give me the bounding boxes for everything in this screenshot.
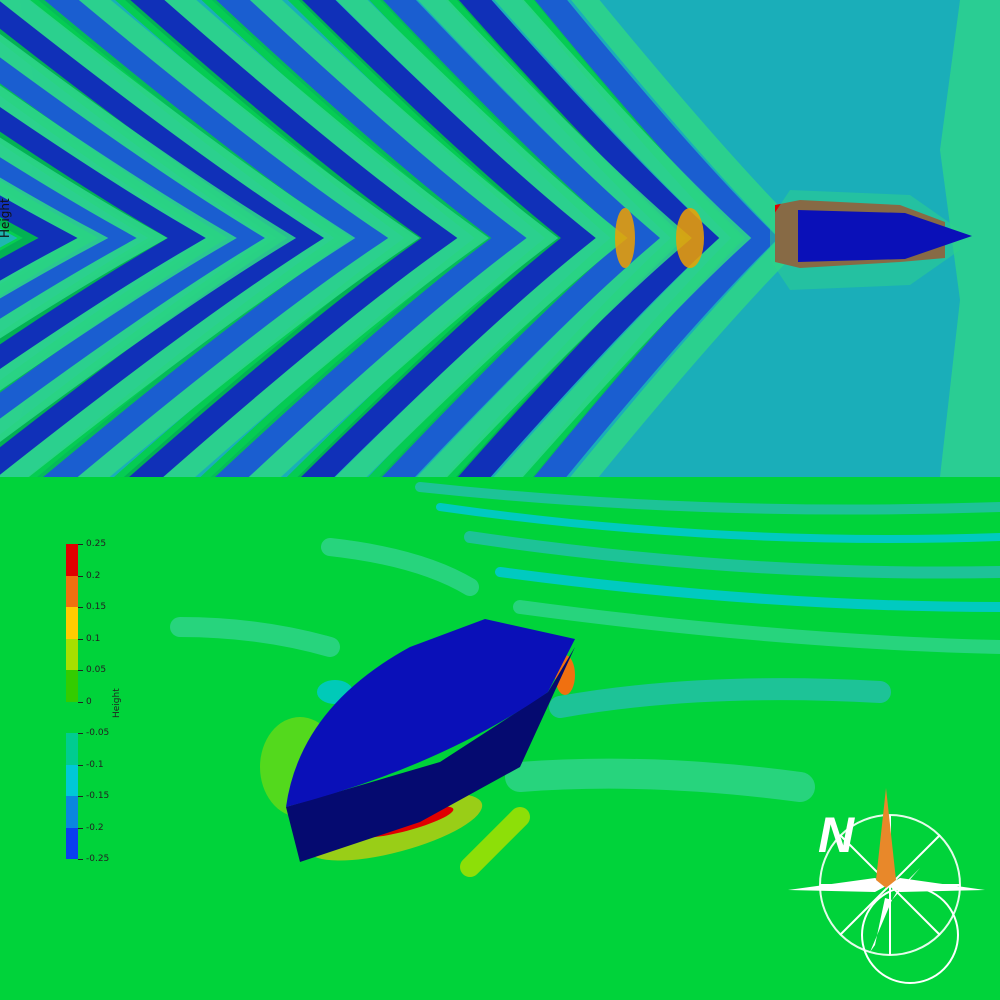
- top-view-wake-field: [0, 0, 1000, 477]
- color-legend-title: Height: [112, 688, 122, 718]
- wake-chevron: [248, 0, 559, 477]
- hull-side: [286, 647, 575, 862]
- perspective-wave-band: [505, 758, 815, 802]
- color-legend-tick-mark: [78, 638, 83, 640]
- color-legend-tick-label: 0: [86, 696, 92, 707]
- perspective-view-render[interactable]: N: [0, 477, 1000, 1000]
- perspective-wave-band: [170, 617, 340, 657]
- perspective-wave-bands: [170, 482, 1000, 877]
- wake-chevron: [0, 195, 78, 281]
- color-legend-tick-mark: [78, 796, 83, 797]
- color-legend-tick-label: 0.1: [86, 633, 101, 644]
- wake-chevron: [0, 33, 297, 443]
- color-legend-band: [66, 701, 78, 733]
- color-legend-band: [66, 796, 78, 828]
- color-legend-tick-label: 0.15: [86, 602, 107, 612]
- color-legend-tick-label: -0.1: [86, 759, 104, 770]
- compass-needle: [876, 788, 896, 888]
- wake-chevron: [210, 0, 527, 477]
- wake-chevron: [75, 0, 420, 477]
- hull-deck: [286, 619, 575, 807]
- wake-chevron: [0, 0, 356, 477]
- perspective-wave-band: [495, 567, 1000, 612]
- wake-chevron: [0, 177, 109, 299]
- wake-chevron: [297, 0, 596, 477]
- color-legend-band: [66, 733, 78, 765]
- compass-icon[interactable]: N: [780, 780, 990, 990]
- wake-chevron: [493, 0, 752, 477]
- color-legend-tick-label: 0.25: [86, 539, 107, 549]
- wake-crest-highlight: [615, 208, 635, 268]
- perspective-wave-band: [321, 538, 479, 596]
- color-legend-tick-label: 0.2: [86, 570, 101, 581]
- perspective-wave-band: [549, 678, 891, 718]
- wake-chevron: [0, 107, 206, 369]
- top-axis-label: Height: [0, 198, 12, 238]
- top-view-render[interactable]: Height: [0, 0, 1000, 477]
- color-legend-tick-mark: [78, 575, 83, 577]
- color-legend-band: [66, 670, 78, 702]
- color-legend-tick-label: 0.05: [86, 665, 107, 675]
- color-legend-tick-mark: [78, 607, 83, 608]
- wake-chevron: [0, 137, 168, 339]
- perspective-wake-field: [170, 482, 1000, 877]
- color-legend-band: [66, 607, 78, 639]
- color-legend-band: [66, 544, 78, 576]
- wake-chevron: [37, 0, 389, 477]
- color-legend-bar: [66, 544, 78, 859]
- color-legend-tick-mark: [78, 701, 83, 703]
- wake-chevron: [0, 85, 237, 391]
- color-legend-band: [66, 575, 78, 607]
- color-legend-tick-mark: [78, 544, 83, 545]
- color-legend-band: [66, 827, 78, 859]
- wake-chevron: [379, 0, 660, 477]
- color-legend-tick-label: -0.2: [86, 822, 104, 833]
- compass-north-label: N: [818, 807, 855, 863]
- color-legend-tick-mark: [78, 764, 83, 766]
- wake-chevron: [0, 57, 265, 419]
- wake-crest-highlight: [676, 208, 704, 268]
- perspective-wave-band: [436, 503, 1000, 543]
- perspective-wave-band: [464, 531, 1000, 579]
- hull-top-view: [798, 210, 972, 262]
- wake-chevron: [123, 0, 458, 477]
- perspective-wave-band: [415, 482, 1000, 515]
- color-legend-tick-mark: [78, 859, 83, 860]
- perspective-wave-band: [513, 600, 1000, 654]
- color-legend-tick-label: -0.25: [86, 854, 110, 864]
- color-legend-band: [66, 764, 78, 796]
- wake-chevron: [0, 157, 137, 319]
- wake-chevron: [417, 0, 692, 477]
- wake-chevron: [532, 0, 779, 477]
- wake-chevron: [0, 1, 325, 475]
- color-legend-tick-mark: [78, 827, 83, 829]
- wake-chevron: [0, 216, 39, 260]
- perspective-wave-band: [460, 807, 530, 877]
- color-legend-tick-mark: [78, 670, 83, 671]
- color-legend-tick-label: -0.05: [86, 728, 110, 738]
- wake-chevron: [335, 0, 628, 477]
- color-legend-tick-label: -0.15: [86, 791, 110, 801]
- wake-arcs: [0, 0, 811, 477]
- wake-chevron: [161, 0, 489, 477]
- color-legend-tick-mark: [78, 733, 83, 734]
- color-legend-band: [66, 638, 78, 670]
